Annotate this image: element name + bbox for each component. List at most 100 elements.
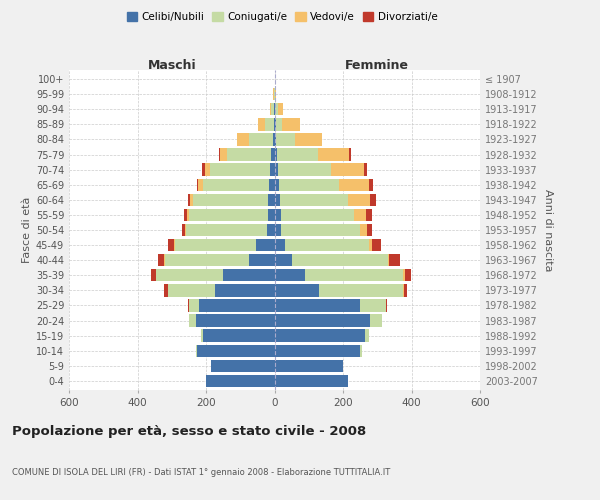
Bar: [167, 284, 169, 296]
Bar: [386, 300, 387, 312]
Text: Popolazione per età, sesso e stato civile - 2008: Popolazione per età, sesso e stato civil…: [12, 425, 366, 438]
Bar: [276, 133, 295, 145]
Bar: [268, 208, 275, 221]
Bar: [201, 330, 203, 342]
Bar: [275, 314, 370, 327]
Bar: [249, 133, 273, 145]
Bar: [370, 178, 373, 191]
Bar: [269, 178, 275, 191]
Bar: [210, 164, 270, 176]
Bar: [278, 178, 338, 191]
Bar: [155, 269, 157, 281]
Bar: [193, 194, 268, 206]
Bar: [283, 118, 299, 130]
Bar: [285, 239, 368, 252]
Bar: [355, 208, 366, 221]
Bar: [275, 148, 277, 160]
Bar: [349, 148, 351, 160]
Bar: [164, 254, 165, 266]
Bar: [274, 118, 275, 130]
Bar: [188, 194, 190, 206]
Bar: [275, 284, 319, 296]
Bar: [403, 284, 404, 296]
Bar: [292, 254, 388, 266]
Bar: [203, 330, 275, 342]
Bar: [275, 375, 348, 387]
Bar: [275, 194, 280, 206]
Bar: [270, 164, 275, 176]
Bar: [360, 344, 362, 357]
Bar: [275, 360, 343, 372]
Bar: [265, 118, 274, 130]
Bar: [275, 269, 305, 281]
Bar: [259, 118, 265, 130]
Bar: [319, 148, 349, 160]
Bar: [189, 300, 199, 312]
Bar: [157, 269, 223, 281]
Bar: [175, 239, 256, 252]
Bar: [281, 208, 355, 221]
Bar: [199, 178, 203, 191]
Bar: [367, 224, 372, 236]
Bar: [364, 164, 367, 176]
Bar: [249, 254, 275, 266]
Bar: [211, 360, 275, 372]
Text: Maschi: Maschi: [148, 58, 196, 71]
Bar: [370, 314, 382, 327]
Bar: [277, 148, 319, 160]
Text: Femmine: Femmine: [345, 58, 409, 71]
Bar: [368, 239, 372, 252]
Legend: Celibi/Nubili, Coniugati/e, Vedovi/e, Divorziati/e: Celibi/Nubili, Coniugati/e, Vedovi/e, Di…: [122, 8, 442, 26]
Bar: [275, 103, 278, 116]
Bar: [227, 148, 271, 160]
Bar: [348, 194, 370, 206]
Bar: [165, 254, 249, 266]
Bar: [275, 88, 276, 101]
Bar: [190, 194, 193, 206]
Bar: [278, 103, 283, 116]
Bar: [366, 208, 373, 221]
Bar: [158, 254, 164, 266]
Bar: [275, 330, 365, 342]
Bar: [196, 344, 197, 357]
Bar: [206, 375, 275, 387]
Bar: [275, 300, 360, 312]
Bar: [273, 88, 274, 101]
Bar: [270, 103, 271, 116]
Bar: [331, 164, 364, 176]
Bar: [256, 239, 275, 252]
Bar: [388, 254, 389, 266]
Bar: [184, 208, 187, 221]
Bar: [360, 224, 367, 236]
Bar: [189, 314, 196, 327]
Bar: [199, 300, 275, 312]
Bar: [360, 300, 386, 312]
Y-axis label: Fasce di età: Fasce di età: [22, 197, 32, 263]
Bar: [220, 148, 227, 160]
Bar: [372, 239, 380, 252]
Bar: [202, 164, 205, 176]
Bar: [295, 133, 322, 145]
Bar: [275, 133, 276, 145]
Bar: [275, 208, 281, 221]
Bar: [271, 148, 275, 160]
Bar: [275, 178, 278, 191]
Bar: [365, 330, 368, 342]
Bar: [275, 239, 285, 252]
Bar: [338, 178, 370, 191]
Bar: [237, 133, 249, 145]
Bar: [223, 269, 275, 281]
Bar: [403, 269, 404, 281]
Bar: [196, 314, 275, 327]
Bar: [305, 269, 403, 281]
Bar: [187, 208, 189, 221]
Text: COMUNE DI ISOLA DEL LIRI (FR) - Dati ISTAT 1° gennaio 2008 - Elaborazione TUTTIT: COMUNE DI ISOLA DEL LIRI (FR) - Dati IST…: [12, 468, 390, 477]
Bar: [275, 224, 281, 236]
Bar: [275, 118, 283, 130]
Bar: [281, 224, 360, 236]
Y-axis label: Anni di nascita: Anni di nascita: [543, 188, 553, 271]
Bar: [189, 208, 268, 221]
Bar: [203, 178, 269, 191]
Bar: [275, 344, 360, 357]
Bar: [275, 254, 292, 266]
